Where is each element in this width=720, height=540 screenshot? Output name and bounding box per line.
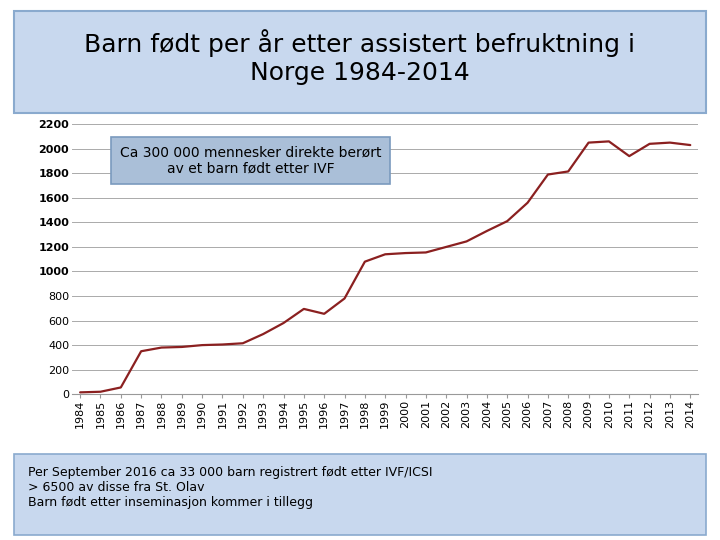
FancyBboxPatch shape [14, 11, 706, 113]
Text: Per September 2016 ca 33 000 barn registrert født etter IVF/ICSI
> 6500 av disse: Per September 2016 ca 33 000 barn regist… [28, 465, 433, 509]
FancyBboxPatch shape [14, 454, 706, 535]
Text: Ca 300 000 mennesker direkte berørt
av et barn født etter IVF: Ca 300 000 mennesker direkte berørt av e… [120, 146, 382, 176]
Text: Barn født per år etter assistert befruktning i
Norge 1984-2014: Barn født per år etter assistert befrukt… [84, 29, 636, 85]
